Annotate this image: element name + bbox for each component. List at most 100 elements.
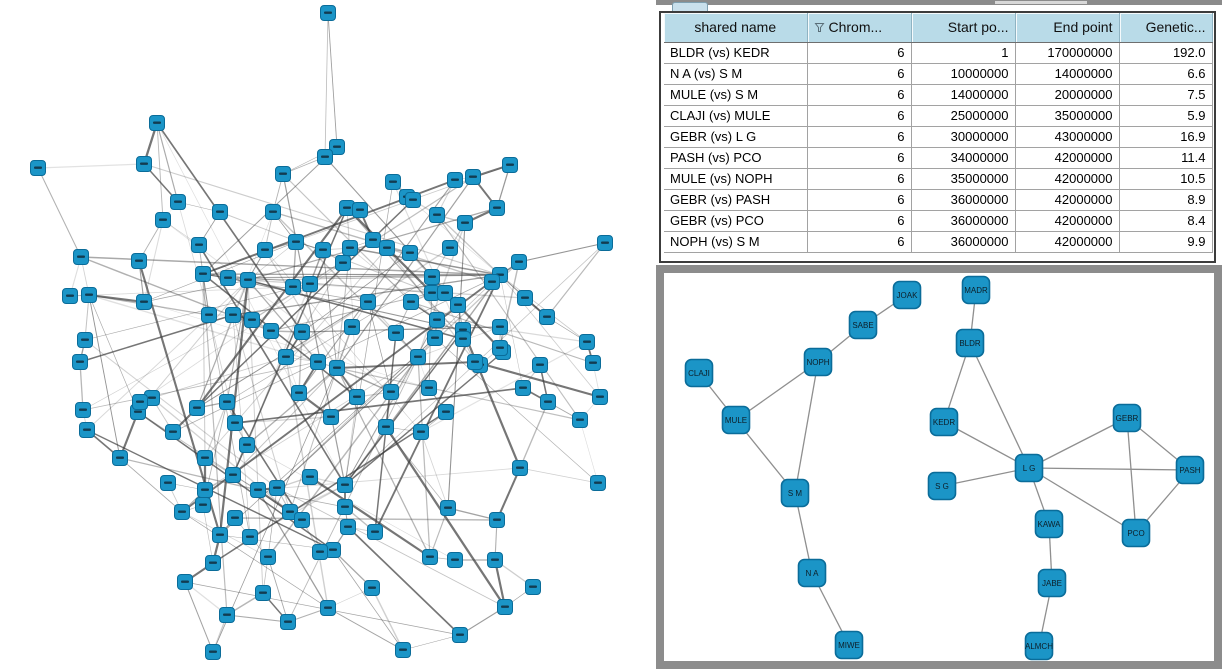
cell-value[interactable]: 6 <box>807 231 912 253</box>
cell-value[interactable]: 42000000 <box>1015 231 1120 253</box>
cell-value[interactable]: 43000000 <box>1015 126 1120 148</box>
cell-shared-name[interactable]: GEBR (vs) PCO <box>664 210 808 232</box>
cell-shared-name[interactable]: PASH (vs) PCO <box>664 147 808 169</box>
cell-value[interactable]: 6 <box>807 189 912 211</box>
network-node[interactable] <box>337 477 353 493</box>
network-node[interactable] <box>244 312 260 328</box>
network-node[interactable] <box>360 294 376 310</box>
network-node[interactable] <box>315 242 331 258</box>
network-node[interactable] <box>585 355 601 371</box>
network-node[interactable] <box>77 332 93 348</box>
table-row[interactable]: BLDR (vs) KEDR 6 1 170000000 192.0 <box>664 42 1213 64</box>
network-node[interactable] <box>197 450 213 466</box>
network-node[interactable] <box>302 469 318 485</box>
node-NOPH[interactable]: NOPH <box>803 347 833 377</box>
network-node[interactable] <box>72 354 88 370</box>
network-node[interactable] <box>312 544 328 560</box>
cell-value[interactable]: 36000000 <box>911 231 1016 253</box>
table-row[interactable]: MULE (vs) NOPH 6 35000000 42000000 10.5 <box>664 168 1213 190</box>
node-JOAK[interactable]: JOAK <box>892 280 922 310</box>
table-row[interactable]: PASH (vs) PCO 6 34000000 42000000 11.4 <box>664 147 1213 169</box>
network-node[interactable] <box>590 475 606 491</box>
network-node[interactable] <box>422 549 438 565</box>
cell-value[interactable]: 5.9 <box>1119 105 1213 127</box>
network-node[interactable] <box>136 294 152 310</box>
network-node[interactable] <box>177 574 193 590</box>
network-node[interactable] <box>227 415 243 431</box>
network-node[interactable] <box>260 549 276 565</box>
cell-value[interactable]: 36000000 <box>911 189 1016 211</box>
network-node[interactable] <box>131 253 147 269</box>
network-node[interactable] <box>487 552 503 568</box>
network-node[interactable] <box>379 240 395 256</box>
network-node[interactable] <box>225 467 241 483</box>
network-node[interactable] <box>205 644 221 660</box>
network-node[interactable] <box>447 172 463 188</box>
network-node[interactable] <box>205 555 221 571</box>
network-node[interactable] <box>335 255 351 271</box>
network-node[interactable] <box>239 437 255 453</box>
network-node[interactable] <box>525 579 541 595</box>
network-node[interactable] <box>227 510 243 526</box>
cell-value[interactable]: 10000000 <box>911 63 1016 85</box>
network-node[interactable] <box>489 200 505 216</box>
network-node[interactable] <box>250 482 266 498</box>
network-node[interactable] <box>195 266 211 282</box>
table-row[interactable]: GEBR (vs) PASH 6 36000000 42000000 8.9 <box>664 189 1213 211</box>
network-node[interactable] <box>197 482 213 498</box>
column-header-start-po---[interactable]: Start po... <box>911 13 1016 43</box>
node-L-G[interactable]: L G <box>1014 453 1044 483</box>
network-node[interactable] <box>317 149 333 165</box>
cell-value[interactable]: 6 <box>807 84 912 106</box>
network-node[interactable] <box>219 394 235 410</box>
network-node[interactable] <box>155 212 171 228</box>
cell-value[interactable]: 8.4 <box>1119 210 1213 232</box>
node-BLDR[interactable]: BLDR <box>955 328 985 358</box>
network-node[interactable] <box>337 499 353 515</box>
network-node[interactable] <box>320 600 336 616</box>
network-node[interactable] <box>282 504 298 520</box>
network-node[interactable] <box>452 627 468 643</box>
network-node[interactable] <box>511 254 527 270</box>
node-MIWE[interactable]: MIWE <box>834 630 864 660</box>
network-node[interactable] <box>532 357 548 373</box>
network-node[interactable] <box>212 204 228 220</box>
network-node[interactable] <box>269 480 285 496</box>
node-GEBR[interactable]: GEBR <box>1112 403 1142 433</box>
network-node[interactable] <box>365 232 381 248</box>
node-PASH[interactable]: PASH <box>1175 455 1205 485</box>
network-node[interactable] <box>579 334 595 350</box>
cell-value[interactable]: 6 <box>807 168 912 190</box>
network-node[interactable] <box>438 404 454 420</box>
cell-value[interactable]: 35000000 <box>1015 105 1120 127</box>
network-node[interactable] <box>492 319 508 335</box>
cell-shared-name[interactable]: MULE (vs) NOPH <box>664 168 808 190</box>
panel-tab[interactable] <box>672 2 708 11</box>
cell-value[interactable]: 6 <box>807 42 912 64</box>
network-node[interactable] <box>220 270 236 286</box>
node-MULE[interactable]: MULE <box>721 405 751 435</box>
node-MADR[interactable]: MADR <box>961 275 991 305</box>
filter-icon[interactable] <box>814 22 825 33</box>
network-node[interactable] <box>294 324 310 340</box>
network-node[interactable] <box>225 307 241 323</box>
network-node[interactable] <box>402 245 418 261</box>
cell-value[interactable]: 10.5 <box>1119 168 1213 190</box>
network-node[interactable] <box>240 272 256 288</box>
network-node[interactable] <box>539 309 555 325</box>
network-node[interactable] <box>62 288 78 304</box>
network-node[interactable] <box>149 115 165 131</box>
network-node[interactable] <box>132 394 148 410</box>
network-node[interactable] <box>592 389 608 405</box>
cell-value[interactable]: 42000000 <box>1015 168 1120 190</box>
cell-shared-name[interactable]: GEBR (vs) PASH <box>664 189 808 211</box>
cell-shared-name[interactable]: MULE (vs) S M <box>664 84 808 106</box>
network-node[interactable] <box>195 497 211 513</box>
network-node[interactable] <box>275 166 291 182</box>
cell-value[interactable]: 11.4 <box>1119 147 1213 169</box>
table-row[interactable]: GEBR (vs) L G 6 30000000 43000000 16.9 <box>664 126 1213 148</box>
network-node[interactable] <box>342 240 358 256</box>
node-N-A[interactable]: N A <box>797 558 827 588</box>
network-node[interactable] <box>302 276 318 292</box>
network-node[interactable] <box>30 160 46 176</box>
